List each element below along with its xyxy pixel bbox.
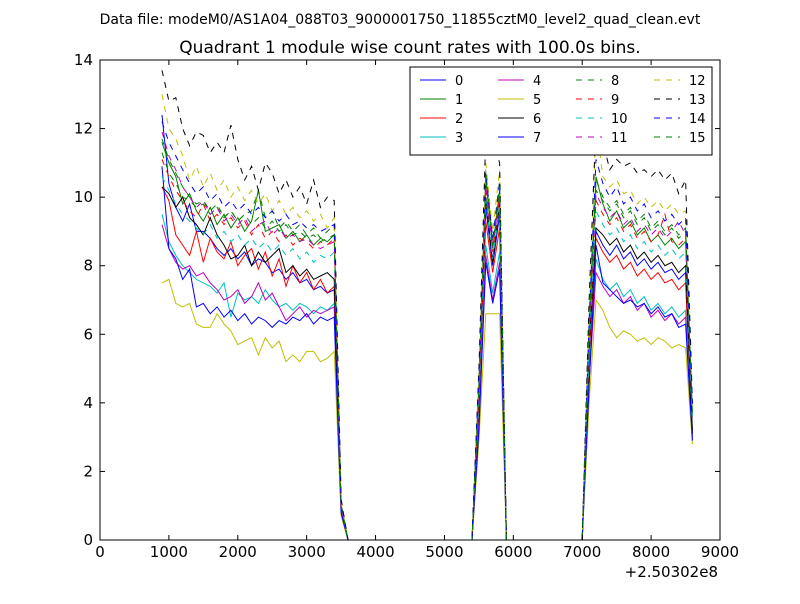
series-line-6 bbox=[161, 186, 693, 540]
series-line-4 bbox=[161, 224, 693, 540]
ticks-layer: 0 1000 2000 3000 4000 5000 6000 7000 8000 9000 0 2 4… bbox=[74, 51, 739, 561]
legend-label-1: 1 bbox=[455, 93, 463, 108]
legend-label-6: 6 bbox=[533, 112, 541, 127]
x-tick-label: 7000 bbox=[563, 543, 601, 561]
x-tick-label: 3000 bbox=[288, 543, 326, 561]
legend-label-2: 2 bbox=[455, 112, 463, 127]
legend-label-7: 7 bbox=[533, 131, 541, 146]
y-tick-label: 0 bbox=[83, 531, 93, 549]
x-offset-label: +2.50302e8 bbox=[625, 563, 718, 581]
x-tick-label: 6000 bbox=[494, 543, 532, 561]
legend-label-8: 8 bbox=[611, 74, 619, 89]
series-line-11 bbox=[161, 131, 693, 540]
x-tick-label: 9000 bbox=[701, 543, 739, 561]
series-line-15 bbox=[161, 138, 693, 540]
y-tick-label: 8 bbox=[83, 257, 93, 275]
x-tick-label: 4000 bbox=[356, 543, 394, 561]
series-line-5 bbox=[161, 278, 693, 540]
x-tick-label: 1000 bbox=[150, 543, 188, 561]
x-tick-label: 8000 bbox=[632, 543, 670, 561]
legend-label-10: 10 bbox=[611, 112, 628, 127]
legend-label-15: 15 bbox=[689, 131, 706, 146]
series-line-10 bbox=[161, 176, 693, 540]
y-tick-label: 6 bbox=[83, 325, 93, 343]
legend-label-4: 4 bbox=[533, 74, 541, 89]
axes-frame bbox=[99, 59, 721, 541]
series-line-12 bbox=[161, 94, 693, 540]
series-line-9 bbox=[161, 159, 693, 540]
y-tick-label: 4 bbox=[83, 394, 93, 412]
chart-title: Quadrant 1 module wise count rates with … bbox=[179, 38, 640, 58]
y-tick-label: 14 bbox=[74, 51, 93, 69]
figure-suptitle: Data file: modeM0/AS1A04_088T03_90000017… bbox=[100, 12, 701, 28]
legend-label-5: 5 bbox=[533, 93, 541, 108]
x-tick-label: 2000 bbox=[219, 543, 257, 561]
legend-label-14: 14 bbox=[689, 112, 706, 127]
legend-label-13: 13 bbox=[689, 93, 706, 108]
x-tick-label: 5000 bbox=[425, 543, 463, 561]
legend-label-11: 11 bbox=[611, 131, 628, 146]
y-tick-label: 10 bbox=[74, 188, 93, 206]
legend-label-0: 0 bbox=[455, 74, 463, 89]
series-line-2 bbox=[161, 186, 693, 540]
legend-box bbox=[409, 66, 713, 156]
x-tick-label: 0 bbox=[95, 543, 105, 561]
legend-label-9: 9 bbox=[611, 93, 619, 108]
series-line-8 bbox=[161, 152, 693, 540]
series-line-14 bbox=[161, 121, 693, 540]
legend-label-3: 3 bbox=[455, 131, 463, 146]
y-tick-label: 2 bbox=[83, 462, 93, 480]
legend-label-12: 12 bbox=[689, 74, 706, 89]
y-tick-label: 12 bbox=[74, 120, 93, 138]
series-line-7 bbox=[161, 166, 693, 540]
